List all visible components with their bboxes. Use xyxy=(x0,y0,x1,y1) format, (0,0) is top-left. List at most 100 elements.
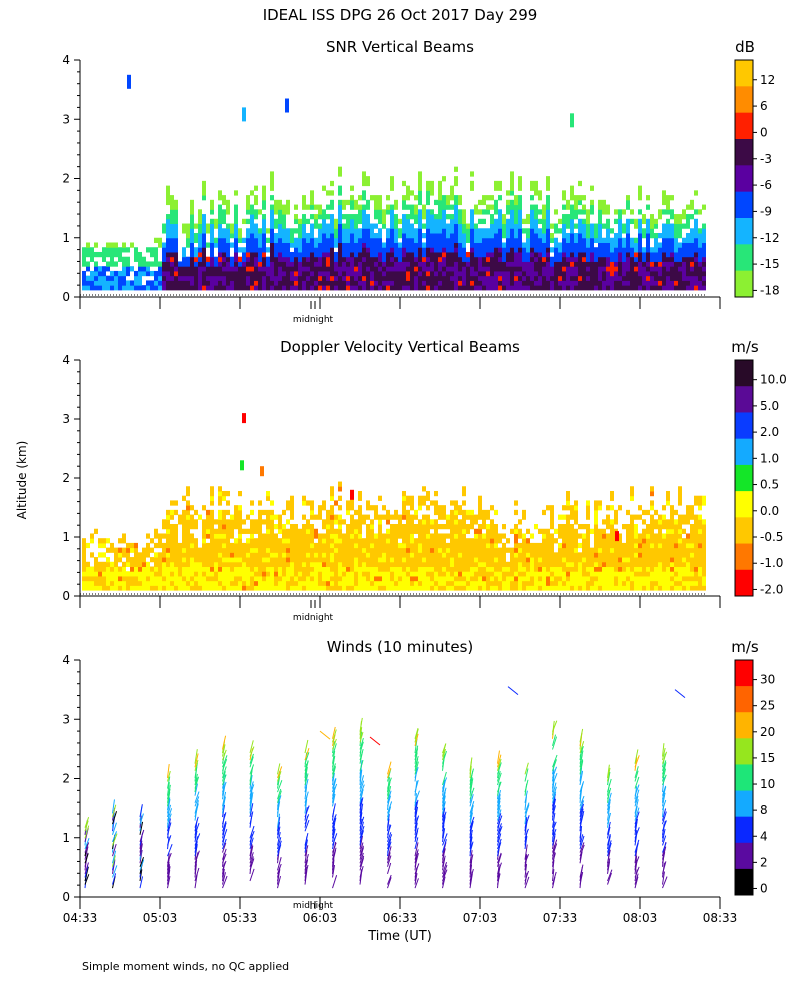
velocity-cell xyxy=(234,585,238,591)
snr-cell xyxy=(226,256,230,262)
snr-cell xyxy=(418,285,422,291)
snr-cell xyxy=(582,228,586,234)
velocity-cell xyxy=(646,585,650,591)
velocity-cell xyxy=(462,500,466,506)
snr-cell xyxy=(686,233,690,239)
velocity-cell xyxy=(254,552,258,558)
velocity-cell xyxy=(698,557,702,563)
velocity-cell xyxy=(430,547,434,553)
snr-cell xyxy=(502,270,506,277)
velocity-cell xyxy=(682,514,686,520)
velocity-cell xyxy=(186,528,190,534)
snr-cell xyxy=(318,233,322,239)
velocity-cell xyxy=(442,561,446,567)
snr-cell xyxy=(282,223,286,229)
velocity-cell xyxy=(310,580,314,586)
velocity-cell xyxy=(498,566,502,572)
snr-cell xyxy=(310,237,314,243)
velocity-cell xyxy=(118,585,122,591)
snr-cell xyxy=(442,266,446,272)
velocity-cell xyxy=(330,486,334,492)
velocity-cell xyxy=(494,528,498,534)
velocity-cell xyxy=(410,514,414,520)
velocity-cell xyxy=(318,533,322,539)
velocity-cell xyxy=(666,566,670,572)
wind-barb xyxy=(139,869,143,882)
snr-cell xyxy=(674,285,678,291)
velocity-cell xyxy=(290,575,294,582)
velocity-cell xyxy=(90,585,94,591)
velocity-cell xyxy=(438,509,442,516)
velocity-cell xyxy=(570,528,574,534)
snr-cell xyxy=(350,285,354,291)
snr-cell xyxy=(418,247,422,253)
snr-cell xyxy=(274,247,278,253)
snr-cell xyxy=(230,228,234,234)
snr-cell xyxy=(426,218,430,225)
velocity-cell xyxy=(290,566,294,572)
velocity-cell xyxy=(666,500,670,506)
velocity-cell xyxy=(474,533,478,539)
velocity-cell xyxy=(142,580,146,586)
snr-cell xyxy=(518,242,522,248)
velocity-cell xyxy=(138,566,142,572)
velocity-cell xyxy=(698,495,702,501)
snr-cell xyxy=(474,209,478,215)
snr-cell xyxy=(558,270,562,277)
snr-cell xyxy=(338,199,342,206)
velocity-cell xyxy=(458,528,462,534)
velocity-cell xyxy=(366,542,370,549)
snr-cell xyxy=(430,185,434,191)
snr-cell xyxy=(350,195,354,201)
velocity-cell xyxy=(274,557,278,563)
velocity-cell xyxy=(310,528,314,534)
snr-cell xyxy=(390,247,394,253)
velocity-cell xyxy=(438,524,442,530)
snr-cell xyxy=(198,285,202,291)
snr-cell xyxy=(414,233,418,239)
velocity-cell xyxy=(566,533,570,539)
velocity-cell xyxy=(422,486,426,492)
velocity-cell xyxy=(266,547,270,553)
snr-cell xyxy=(402,256,406,262)
snr-cell xyxy=(610,242,614,248)
snr-cell xyxy=(122,270,126,277)
wind-barb xyxy=(112,844,117,857)
velocity-cell xyxy=(218,533,222,539)
snr-cell xyxy=(198,256,202,262)
snr-cell xyxy=(222,285,226,291)
snr-cell xyxy=(322,280,326,286)
snr-cell xyxy=(386,233,390,239)
snr-cell xyxy=(518,261,522,267)
velocity-cell xyxy=(122,561,126,567)
velocity-cell xyxy=(462,585,466,591)
snr-cell xyxy=(174,199,178,206)
snr-cell xyxy=(338,285,342,291)
velocity-cell xyxy=(246,514,250,520)
velocity-cell xyxy=(102,561,106,567)
velocity-cell xyxy=(250,524,254,530)
velocity-cell xyxy=(578,542,582,549)
snr-cell xyxy=(570,270,574,277)
snr-cell xyxy=(330,285,334,291)
velocity-cell xyxy=(290,495,294,501)
velocity-cell xyxy=(102,571,106,577)
snr-cell xyxy=(326,223,330,229)
snr-cell xyxy=(594,251,598,258)
velocity-cell xyxy=(354,509,358,516)
snr-cell xyxy=(174,223,178,229)
snr-cell xyxy=(422,275,426,281)
velocity-cell xyxy=(518,575,522,582)
snr-cell xyxy=(502,251,506,258)
snr-cell xyxy=(530,280,534,286)
snr-cell xyxy=(238,247,242,253)
snr-cell xyxy=(270,256,274,262)
velocity-cell xyxy=(450,542,454,549)
velocity-cell xyxy=(618,542,622,549)
velocity-cell xyxy=(638,557,642,563)
velocity-cell xyxy=(494,580,498,586)
velocity-cell xyxy=(534,566,538,572)
snr-cell xyxy=(550,270,554,277)
snr-cell xyxy=(190,270,194,277)
snr-cell xyxy=(418,176,422,182)
